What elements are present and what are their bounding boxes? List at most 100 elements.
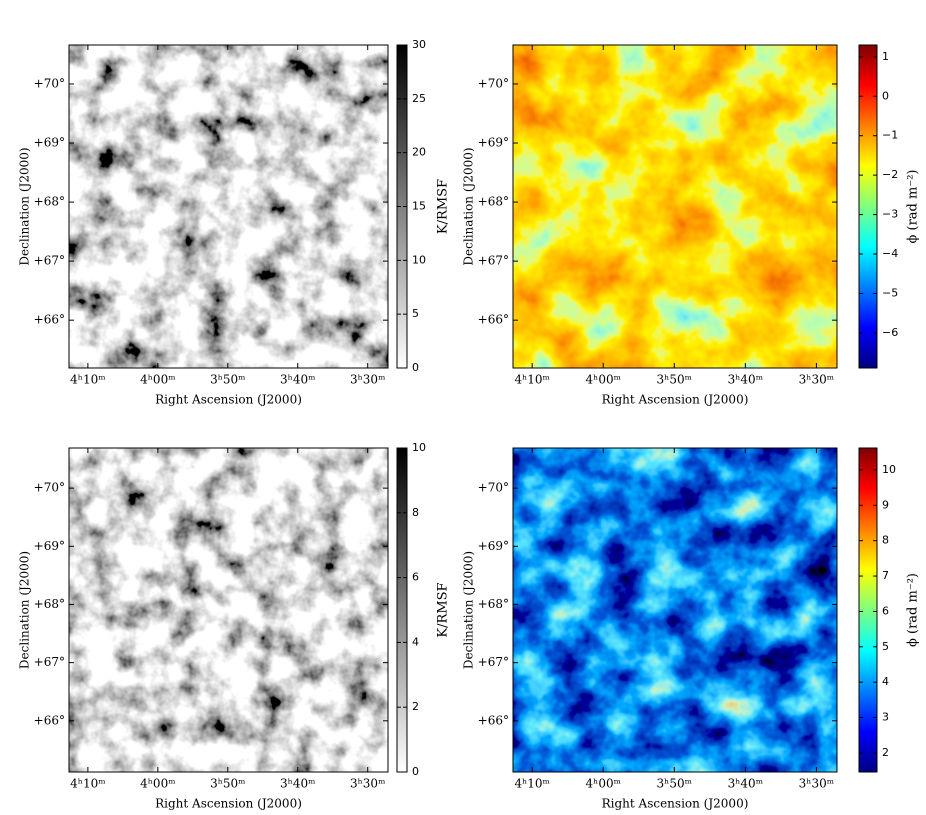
colorbar-tick-label: 1: [882, 50, 889, 63]
y-tick-label: +67°: [34, 254, 65, 268]
y-axis-label: Declination (J2000): [18, 147, 32, 265]
colorbar-tick-label: 8: [882, 534, 889, 547]
y-tick-label: +70°: [34, 481, 65, 495]
x-tick-label: 3ʰ50ᵐ: [210, 777, 245, 791]
x-tick-label: 3ʰ50ᵐ: [657, 777, 692, 791]
colorbar-tick-label: −1: [882, 129, 898, 142]
axes-frame: [512, 44, 838, 369]
x-tick-label: 3ʰ40ᵐ: [728, 373, 763, 387]
colorbar-tick-label: 2: [882, 746, 889, 759]
colorbar-tick-label: 0: [412, 361, 419, 374]
x-tick-label: 3ʰ30ᵐ: [799, 373, 834, 387]
colorbar-tick-label: 5: [412, 307, 419, 320]
y-tick-label: +69°: [478, 539, 509, 553]
y-tick-label: +68°: [34, 195, 65, 209]
x-tick-label: 4ʰ00ᵐ: [140, 373, 175, 387]
x-tick-label: 3ʰ50ᵐ: [657, 373, 692, 387]
panel: 4ʰ10ᵐ 4ʰ00ᵐ 3ʰ50ᵐ 3ʰ40ᵐ 3ʰ30ᵐ +66° +67° +68° +69…: [462, 447, 921, 811]
y-tick-label: +70°: [478, 76, 509, 90]
colorbar-label: K/RMSF: [436, 179, 451, 234]
y-tick-label: +70°: [34, 76, 65, 90]
x-tick-label: 4ʰ10ᵐ: [70, 777, 105, 791]
map-image: [513, 448, 837, 772]
x-tick-label: 4ʰ00ᵐ: [140, 777, 175, 791]
colorbar-tick-label: 10: [882, 463, 896, 476]
y-tick-label: +70°: [478, 481, 509, 495]
x-tick-label: 4ʰ10ᵐ: [70, 373, 105, 387]
colorbar-tick-label: 9: [882, 498, 889, 511]
colorbar-tick-label: 10: [412, 441, 426, 454]
x-tick-label: 3ʰ30ᵐ: [350, 373, 385, 387]
colorbar-tick-label: 2: [412, 700, 419, 713]
map-image: [69, 45, 388, 368]
y-axis-label: Declination (J2000): [18, 551, 32, 669]
colorbar-label: ϕ (rad m⁻²): [906, 170, 921, 244]
colorbar: 2 3 4 5 6 7 8 9 10 ϕ (rad m⁻²): [858, 447, 921, 773]
colorbar-tick-label: −3: [882, 208, 898, 221]
x-axis-label: Right Ascension (J2000): [155, 393, 302, 407]
colorbar-tick-label: 25: [412, 92, 426, 105]
colorbar-tick-label: 4: [412, 635, 419, 648]
y-tick-label: +68°: [478, 597, 509, 611]
colorbar-tick-label: −6: [882, 326, 898, 339]
colorbar-tick-label: 4: [882, 675, 889, 688]
x-tick-label: 3ʰ30ᵐ: [799, 777, 834, 791]
x-tick-label: 3ʰ40ᵐ: [728, 777, 763, 791]
x-tick-label: 4ʰ00ᵐ: [586, 777, 621, 791]
x-tick-label: 3ʰ40ᵐ: [280, 777, 315, 791]
colorbar-tick-label: 10: [412, 253, 426, 266]
y-tick-label: +69°: [478, 136, 509, 150]
panel: 4ʰ10ᵐ 4ʰ00ᵐ 3ʰ50ᵐ 3ʰ40ᵐ 3ʰ30ᵐ +66° +67° +68° +69…: [462, 44, 921, 407]
y-tick-label: +67°: [478, 254, 509, 268]
x-tick-label: 4ʰ10ᵐ: [514, 373, 549, 387]
colorbar-tick-label: 6: [412, 571, 419, 584]
colorbar-tick-label: −2: [882, 168, 898, 181]
colorbar-tick-label: 7: [882, 569, 889, 582]
colorbar-label: K/RMSF: [436, 582, 451, 637]
colorbar-tick-label: 8: [412, 506, 419, 519]
colorbar-gradient: [858, 44, 878, 369]
colorbar-label: ϕ (rad m⁻²): [906, 573, 921, 647]
colorbar-gradient: [396, 447, 408, 773]
axes-frame: [512, 447, 838, 773]
x-tick-label: 4ʰ00ᵐ: [586, 373, 621, 387]
y-tick-label: +69°: [34, 136, 65, 150]
colorbar: 0 5 10 15 20 25 30 K/RMSF: [396, 38, 451, 374]
colorbar-tick-label: 30: [412, 38, 426, 51]
colorbar-tick-label: 3: [882, 711, 889, 724]
axes-frame: [68, 447, 389, 773]
y-axis-label: Declination (J2000): [462, 147, 476, 265]
x-tick-label: 3ʰ30ᵐ: [350, 777, 385, 791]
x-tick-label: 4ʰ10ᵐ: [514, 777, 549, 791]
y-tick-label: +67°: [34, 655, 65, 669]
x-axis-label: Right Ascension (J2000): [155, 797, 302, 811]
y-tick-label: +67°: [478, 655, 509, 669]
y-tick-label: +66°: [34, 713, 65, 727]
colorbar-gradient: [858, 447, 878, 773]
colorbar-tick-label: 0: [882, 89, 889, 102]
y-tick-label: +66°: [478, 713, 509, 727]
y-tick-label: +69°: [34, 539, 65, 553]
y-tick-label: +68°: [478, 195, 509, 209]
colorbar: 0 2 4 6 8 10 K/RMSF: [396, 441, 451, 778]
y-axis-label: Declination (J2000): [462, 551, 476, 669]
map-image: [69, 448, 388, 772]
x-axis-label: Right Ascension (J2000): [602, 393, 749, 407]
colorbar-tick-label: −4: [882, 247, 898, 260]
axes-frame: [68, 44, 389, 369]
colorbar-tick-label: 20: [412, 146, 426, 159]
colorbar: −6 −5 −4 −3 −2 −1 0 1 ϕ (rad m⁻²): [858, 44, 921, 369]
map-image: [513, 45, 837, 368]
colorbar-tick-label: −5: [882, 286, 898, 299]
x-tick-label: 3ʰ40ᵐ: [280, 373, 315, 387]
colorbar-tick-label: 5: [882, 640, 889, 653]
x-axis-label: Right Ascension (J2000): [602, 797, 749, 811]
colorbar-tick-label: 15: [412, 200, 426, 213]
colorbar-tick-label: 0: [412, 765, 419, 778]
panel: 4ʰ10ᵐ 4ʰ00ᵐ 3ʰ50ᵐ 3ʰ40ᵐ 3ʰ30ᵐ +66° +67° +68° +69…: [18, 38, 451, 407]
y-tick-label: +68°: [34, 597, 65, 611]
y-tick-label: +66°: [478, 313, 509, 327]
x-tick-label: 3ʰ50ᵐ: [210, 373, 245, 387]
colorbar-tick-label: 6: [882, 604, 889, 617]
